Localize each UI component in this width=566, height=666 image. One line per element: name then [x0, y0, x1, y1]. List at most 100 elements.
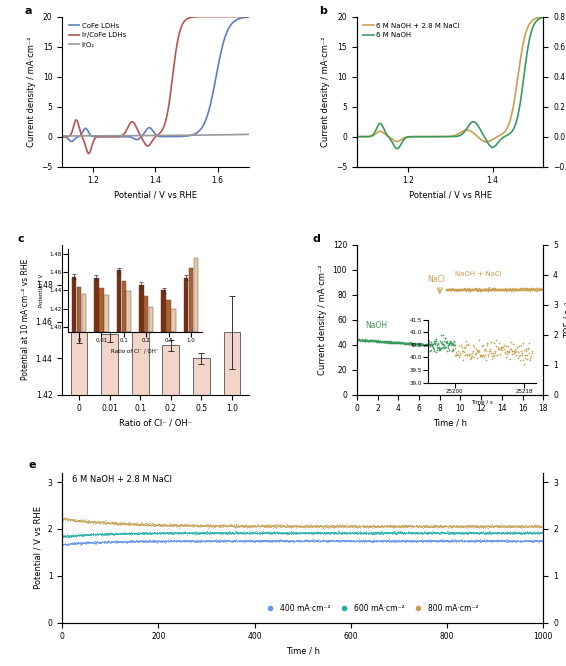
Point: [359, 335, 368, 346]
Point: [226, 520, 235, 531]
Point: [355, 535, 365, 546]
Point: [385, 337, 395, 348]
Point: [337, 527, 346, 538]
Point: [423, 527, 432, 537]
Point: [66, 529, 75, 540]
Point: [283, 535, 292, 546]
Point: [180, 537, 189, 547]
Point: [131, 536, 140, 547]
Point: [169, 527, 178, 538]
Point: [243, 528, 252, 539]
Point: [97, 517, 106, 527]
Point: [203, 535, 212, 545]
Point: [63, 515, 72, 525]
Point: [208, 528, 217, 539]
Point: [213, 527, 222, 538]
Point: [477, 521, 486, 532]
Point: [512, 284, 521, 294]
Point: [370, 336, 379, 346]
Point: [458, 527, 468, 538]
Point: [474, 535, 483, 545]
Point: [125, 519, 134, 529]
Point: [118, 517, 127, 528]
Point: [525, 526, 534, 537]
Point: [385, 535, 394, 545]
Point: [405, 338, 414, 348]
Point: [530, 521, 539, 531]
Point: [68, 537, 77, 547]
Point: [457, 284, 466, 294]
Point: [366, 528, 375, 539]
Point: [427, 522, 436, 533]
Point: [335, 527, 344, 538]
Point: [208, 520, 217, 531]
Point: [401, 520, 410, 531]
Point: [78, 537, 87, 548]
Point: [62, 539, 71, 549]
Point: [327, 528, 336, 539]
Point: [405, 521, 414, 531]
Point: [477, 537, 486, 547]
Point: [101, 536, 110, 547]
Point: [262, 535, 271, 546]
Point: [501, 527, 511, 537]
Point: [320, 535, 329, 546]
Point: [233, 528, 242, 539]
Point: [226, 519, 235, 529]
Point: [462, 521, 471, 531]
Point: [66, 513, 75, 524]
Point: [295, 528, 304, 539]
Point: [341, 536, 350, 547]
Point: [423, 536, 432, 547]
Point: [477, 527, 486, 537]
Point: [156, 535, 165, 546]
Point: [349, 521, 358, 531]
Point: [381, 535, 391, 546]
Point: [223, 536, 232, 547]
Point: [518, 535, 527, 546]
Point: [488, 535, 497, 545]
Point: [271, 520, 280, 531]
Point: [145, 519, 154, 530]
Point: [76, 514, 85, 525]
Point: [385, 521, 394, 531]
Point: [282, 535, 291, 546]
Point: [110, 535, 119, 546]
Point: [418, 535, 427, 546]
Point: [164, 527, 173, 538]
Point: [360, 535, 369, 546]
Point: [209, 535, 218, 546]
Point: [264, 520, 273, 531]
Point: [500, 535, 509, 546]
Point: [356, 535, 365, 546]
Point: [520, 527, 529, 538]
Point: [208, 520, 217, 531]
Point: [470, 527, 479, 537]
Point: [143, 517, 152, 528]
Point: [482, 536, 491, 547]
Point: [307, 521, 316, 531]
Point: [459, 535, 468, 546]
Point: [237, 535, 246, 545]
Point: [249, 535, 258, 546]
Point: [293, 527, 302, 537]
Point: [225, 519, 234, 530]
Point: [136, 519, 145, 529]
Point: [475, 285, 484, 296]
Point: [370, 535, 379, 545]
Point: [530, 521, 539, 531]
Point: [535, 521, 544, 531]
Point: [351, 521, 360, 531]
Point: [342, 526, 351, 537]
Point: [530, 521, 539, 531]
Point: [473, 534, 482, 545]
Point: [207, 520, 216, 531]
Point: [508, 534, 517, 545]
Point: [63, 529, 72, 539]
Point: [433, 527, 442, 538]
Point: [108, 518, 117, 529]
Point: [357, 535, 366, 546]
Point: [389, 536, 398, 547]
Point: [426, 521, 435, 532]
Point: [87, 529, 96, 540]
